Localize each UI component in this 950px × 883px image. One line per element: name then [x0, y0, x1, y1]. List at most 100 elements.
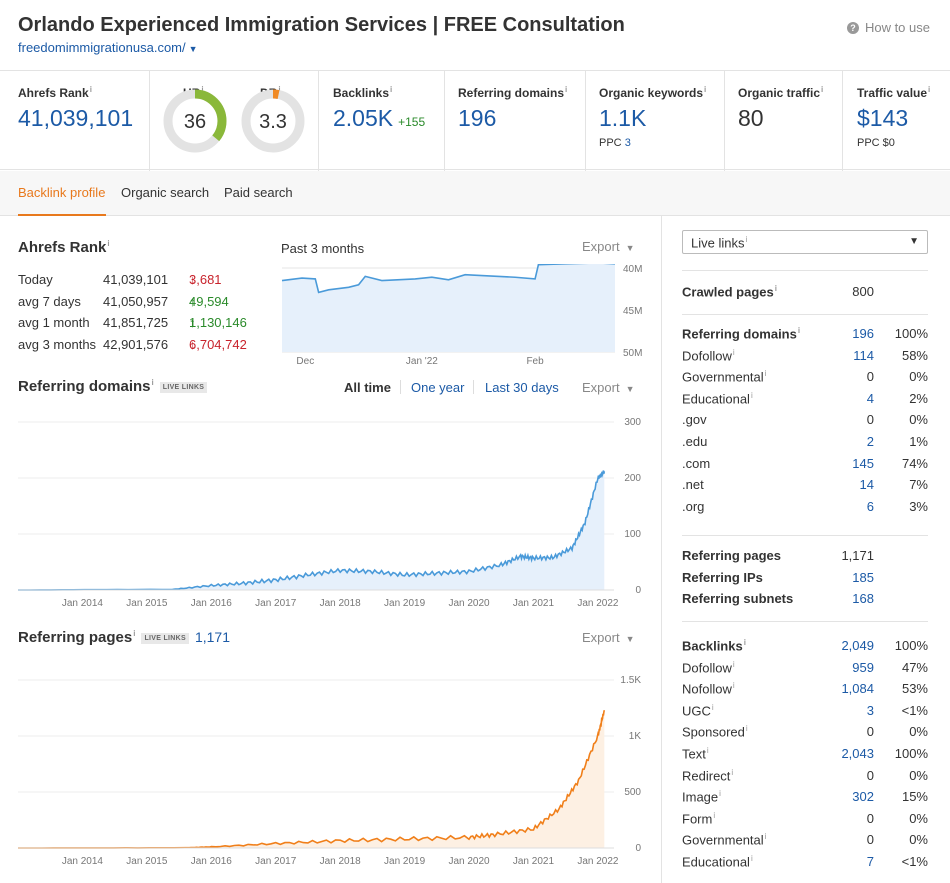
filter-label: One year — [411, 380, 465, 395]
info-icon[interactable]: i — [750, 854, 753, 863]
metric-value[interactable]: 41,039,101 — [18, 105, 134, 131]
site-url-dropdown[interactable]: freedomimmigrationusa.com/▼ — [18, 40, 198, 55]
info-icon[interactable]: i — [706, 746, 709, 755]
y-tick-label: 1K — [629, 731, 642, 742]
ppc-label: PPC — [599, 137, 622, 149]
x-tick-label: Jan 2020 — [448, 856, 490, 867]
x-tick-label: Jan '22 — [406, 356, 438, 367]
row-label: Dofollow — [682, 659, 732, 675]
chevron-down-icon: ▼ — [625, 384, 635, 394]
row-value[interactable]: 4 — [866, 390, 874, 406]
tab-paid-search[interactable]: Paid search — [224, 185, 293, 200]
info-icon[interactable]: i — [732, 659, 735, 669]
live-links-select[interactable]: Live linksi ▼ — [682, 230, 928, 254]
tab-backlink-profile[interactable]: Backlink profile — [18, 185, 106, 200]
filter-all-time[interactable]: All time — [344, 380, 391, 395]
series-line — [18, 470, 606, 591]
info-icon[interactable]: i — [713, 810, 716, 820]
stat-row: Referring domainsi 196 100% — [682, 326, 928, 346]
row-value[interactable]: 302 — [852, 789, 874, 805]
series-area — [18, 710, 605, 848]
row-value[interactable]: 7 — [866, 854, 874, 869]
metric-value[interactable]: $143 — [857, 105, 909, 131]
info-icon[interactable]: i — [565, 85, 568, 94]
rank-row: Today 41,039,101 ↓ 3,681 — [18, 272, 268, 292]
y-tick-label: 40M — [623, 264, 642, 275]
info-icon[interactable]: i — [732, 681, 735, 691]
info-icon[interactable]: i — [764, 832, 767, 842]
row-label: .org — [682, 498, 705, 514]
info-icon[interactable]: i — [107, 239, 110, 248]
stat-row: Dofollowi 959 47% — [682, 660, 928, 680]
section-title: Ahrefs Rank — [18, 239, 107, 256]
stat-row: UGCi 3 <1% — [682, 703, 928, 723]
chevron-down-icon: ▼ — [625, 634, 635, 644]
metric-value[interactable]: 196 — [458, 105, 497, 131]
metric-delta: +155 — [398, 115, 426, 129]
info-icon[interactable]: i — [745, 724, 748, 734]
export-button[interactable]: Export ▼ — [582, 630, 635, 645]
filter-one-year[interactable]: One year — [411, 380, 464, 395]
x-tick-label: Jan 2019 — [384, 598, 426, 609]
section-title: Referring domains — [18, 378, 151, 395]
info-icon[interactable]: i — [201, 85, 204, 94]
row-value[interactable]: 2,043 — [841, 746, 874, 761]
info-icon[interactable]: i — [732, 347, 735, 357]
ur-value: 36 — [184, 111, 206, 133]
row-label: .com — [682, 455, 711, 471]
rank-period-label: avg 7 days — [18, 293, 81, 309]
row-value[interactable]: 14 — [859, 477, 874, 493]
row-value[interactable]: 1,084 — [841, 681, 874, 697]
info-icon[interactable]: i — [797, 326, 801, 335]
info-icon[interactable]: i — [731, 767, 734, 777]
chevron-down-icon: ▼ — [188, 44, 198, 54]
row-value[interactable]: 196 — [852, 326, 874, 341]
row-value[interactable]: 168 — [852, 591, 874, 607]
row-value[interactable]: 3 — [866, 702, 874, 718]
row-value[interactable]: 114 — [853, 347, 874, 363]
x-tick-label: Dec — [296, 356, 314, 367]
row-percent: 3% — [909, 498, 928, 514]
info-icon[interactable]: i — [764, 369, 767, 379]
referring-pages-chart: 1.5K 1K 500 0 Jan 2014 Jan 2015 Jan 2016 Jan 20… — [18, 675, 642, 867]
row-label: Governmental — [682, 832, 764, 848]
row-value[interactable]: 959 — [852, 659, 874, 675]
row-value[interactable]: 2,049 — [841, 638, 874, 653]
tab-organic-search[interactable]: Organic search — [121, 185, 210, 200]
ppc-value[interactable]: 3 — [624, 137, 631, 149]
referring-pages-count[interactable]: 1,171 — [194, 629, 230, 645]
info-icon[interactable]: i — [151, 378, 154, 387]
row-label: Referring IPs — [682, 569, 763, 585]
info-icon[interactable]: i — [278, 85, 281, 94]
row-value[interactable]: 6 — [866, 498, 874, 514]
info-icon[interactable]: i — [89, 85, 92, 94]
y-tick-label: 200 — [624, 473, 641, 484]
info-icon[interactable]: i — [711, 702, 714, 712]
metric-value[interactable]: 2.05K — [333, 105, 394, 131]
rank-change: 49,594 — [189, 293, 229, 309]
metric-label: Organic traffic — [738, 86, 821, 100]
site-url[interactable]: freedomimmigrationusa.com/ — [18, 40, 186, 55]
info-icon[interactable]: i — [774, 284, 777, 293]
info-icon[interactable]: i — [750, 390, 753, 400]
info-icon[interactable]: i — [821, 85, 824, 94]
x-tick-label: Jan 2020 — [448, 598, 490, 609]
row-percent: 0% — [909, 724, 928, 740]
row-percent: 0% — [909, 767, 928, 783]
info-icon[interactable]: i — [743, 638, 746, 647]
info-icon[interactable]: i — [719, 789, 721, 799]
info-icon[interactable]: i — [704, 85, 707, 94]
info-icon[interactable]: i — [133, 629, 136, 638]
row-value[interactable]: 185 — [852, 569, 874, 585]
info-icon[interactable]: i — [928, 85, 931, 94]
row-value[interactable]: 2 — [866, 434, 874, 449]
row-value: 1,171 — [841, 548, 874, 563]
filter-last-30-days[interactable]: Last 30 days — [485, 380, 559, 395]
row-value[interactable]: 145 — [852, 455, 874, 471]
export-button[interactable]: Export ▼ — [582, 239, 635, 254]
info-icon[interactable]: i — [390, 85, 393, 94]
rank-row: avg 7 days 41,050,957 ↑ 49,594 — [18, 294, 268, 314]
export-button[interactable]: Export ▼ — [582, 380, 635, 395]
how-to-use-link[interactable]: ? How to use — [846, 20, 930, 35]
metric-value[interactable]: 1.1K — [599, 105, 647, 131]
